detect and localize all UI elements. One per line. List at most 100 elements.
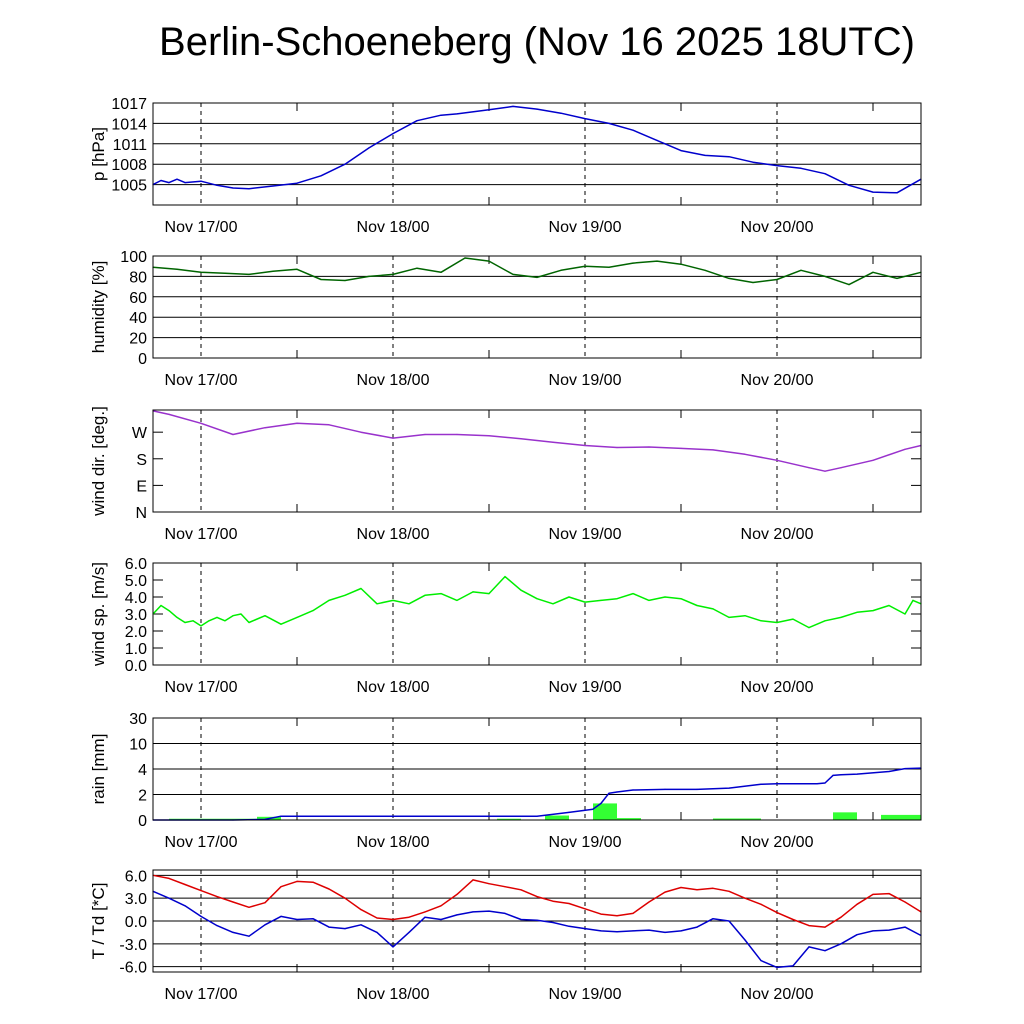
data-point <box>440 114 442 116</box>
data-point <box>200 625 202 627</box>
y-tick-label: 6.0 <box>125 556 147 573</box>
y-tick-label: 40 <box>129 310 147 327</box>
data-point <box>456 599 458 602</box>
data-point <box>360 431 362 433</box>
data-point <box>840 943 842 945</box>
y-tick-label: 0.0 <box>125 658 147 675</box>
data-point <box>248 935 250 937</box>
data-point <box>752 161 754 163</box>
data-point <box>296 918 298 921</box>
data-point <box>760 620 762 622</box>
y-tick-label: -6.0 <box>119 960 147 977</box>
data-point <box>584 908 586 910</box>
data-point <box>168 413 170 415</box>
data-point <box>184 621 186 624</box>
data-point <box>552 921 554 924</box>
data-point <box>776 966 778 969</box>
panel-wind-speed: 0.01.02.03.04.05.06.0 wind sp. [m/s] Nov 1… <box>89 556 922 696</box>
data-point <box>216 925 218 927</box>
data-point <box>280 915 282 918</box>
y-tick-label: E <box>136 478 147 495</box>
data-point <box>888 770 890 773</box>
data-point <box>424 433 426 436</box>
data-point <box>840 774 842 776</box>
x-tick-label: Nov 17/00 <box>165 986 238 1003</box>
data-point <box>464 257 466 259</box>
data-point <box>248 621 250 624</box>
data-point <box>608 266 610 268</box>
data-point <box>656 260 658 262</box>
data-point <box>392 946 394 948</box>
data-point <box>248 273 250 275</box>
data-point <box>824 926 826 928</box>
data-point <box>512 273 514 275</box>
rain-bar <box>833 812 857 820</box>
pressure-line <box>152 105 922 194</box>
y-tick-label: 0 <box>138 813 147 830</box>
data-point <box>872 893 874 896</box>
x-tick-label: Nov 20/00 <box>741 986 814 1003</box>
data-point <box>504 886 506 888</box>
data-point <box>824 173 826 175</box>
data-point <box>584 601 586 603</box>
data-point <box>416 267 418 269</box>
data-point <box>408 603 410 605</box>
x-tick-label: Nov 18/00 <box>357 679 430 696</box>
data-point <box>704 269 706 271</box>
data-point <box>368 147 370 149</box>
y-tick-label: W <box>132 425 148 442</box>
y-tick-label: 1017 <box>111 96 147 113</box>
data-point <box>520 589 522 591</box>
data-point <box>616 915 618 917</box>
data-point <box>696 788 698 791</box>
data-point <box>704 154 706 156</box>
data-point <box>792 783 794 785</box>
data-point <box>664 931 666 934</box>
x-tick-label: Nov 18/00 <box>357 986 430 1003</box>
data-point <box>408 931 410 934</box>
data-point <box>648 446 650 448</box>
data-point <box>600 599 602 602</box>
data-point <box>424 911 426 913</box>
data-point <box>616 791 618 793</box>
data-point <box>808 467 810 469</box>
data-point <box>712 918 714 920</box>
data-point <box>800 167 802 169</box>
y-tick-label: 3.0 <box>125 607 147 624</box>
data-point <box>792 618 794 620</box>
data-point <box>328 424 330 426</box>
panel-temperature: -6.0 -3.0 0.0 3.0 6.0 T / Td [*C] Nov 17/00 Nov… <box>89 868 922 1003</box>
data-point <box>408 916 410 918</box>
data-point <box>648 901 650 903</box>
data-point <box>840 616 842 619</box>
data-point <box>216 616 218 619</box>
data-point <box>680 886 682 889</box>
data-point <box>472 879 474 881</box>
data-point <box>632 129 634 131</box>
y-tick-label: 1005 <box>111 178 147 195</box>
data-point <box>344 594 346 596</box>
data-point <box>232 931 234 934</box>
x-tick-label: Nov 20/00 <box>741 219 814 236</box>
data-point <box>904 901 906 903</box>
data-point <box>680 930 682 932</box>
data-point <box>872 191 874 193</box>
data-point <box>776 278 778 281</box>
y-tick-label: 30 <box>129 711 147 728</box>
data-point <box>216 896 218 898</box>
data-point <box>424 916 426 918</box>
data-point <box>424 594 426 596</box>
data-point <box>488 910 490 912</box>
data-point <box>536 276 538 278</box>
data-point <box>648 599 650 602</box>
data-point <box>824 470 826 472</box>
data-point <box>440 918 442 921</box>
data-point <box>392 133 394 135</box>
data-point <box>904 613 906 615</box>
data-point <box>616 446 618 449</box>
data-point <box>744 897 746 899</box>
data-point <box>824 782 826 784</box>
data-point <box>296 616 298 619</box>
data-point <box>912 599 914 602</box>
